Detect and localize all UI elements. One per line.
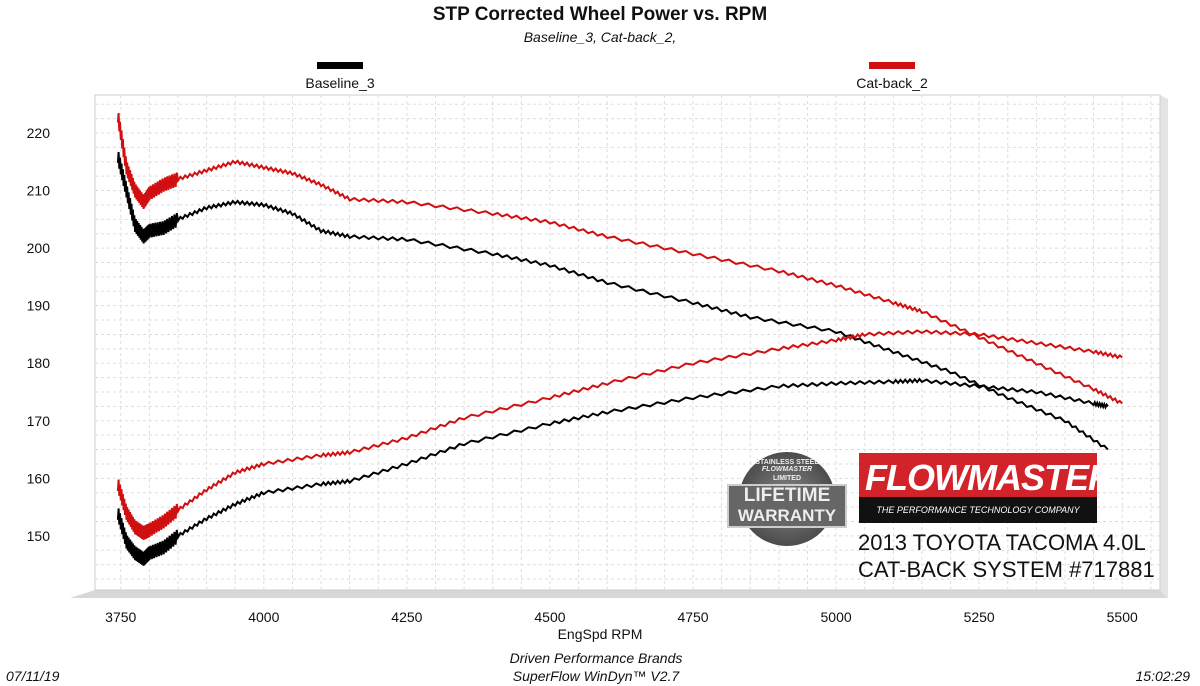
legend-swatch-catback (869, 62, 915, 69)
warranty-badge-logo: LIFETIME WARRANTY STAINLESS STEEL FLOWMA… (727, 452, 847, 546)
flowmaster-wordmark: FLOWMASTER (865, 457, 1114, 498)
series-line-baseline-3-0 (116, 151, 1109, 451)
warranty-limited: LIMITED (773, 475, 801, 482)
flowmaster-logo: FLOWMASTER THE PERFORMANCE TECHNOLOGY CO… (859, 453, 1114, 523)
footer-software: SuperFlow WinDyn™ V2.7 (512, 668, 680, 684)
series-line-cat-back-2-2 (116, 113, 1123, 405)
footer-time: 15:02:29 (1135, 668, 1191, 684)
warranty-line2: WARRANTY (737, 506, 837, 525)
y-tick-label: 210 (27, 183, 51, 199)
x-tick-label: 5000 (821, 609, 852, 625)
x-axis-label: EngSpd RPM (557, 626, 643, 642)
chart-title: STP Corrected Wheel Power vs. RPM (432, 4, 768, 25)
series-line-cat-back-2-3 (116, 329, 1123, 540)
x-tick-label: 5250 (964, 609, 995, 625)
x-tick-label: 4500 (534, 609, 565, 625)
part-annotation: CAT-BACK SYSTEM #717881 (858, 557, 1155, 582)
y-tick-label: 190 (27, 298, 51, 314)
footer-company: Driven Performance Brands (509, 650, 683, 666)
axis-floor (70, 590, 1168, 598)
x-tick-label: 4250 (391, 609, 422, 625)
x-tick-label: 3750 (105, 609, 136, 625)
y-tick-label: 220 (27, 125, 51, 141)
warranty-top: STAINLESS STEEL (755, 459, 819, 466)
y-tick-label: 160 (27, 470, 51, 486)
series-line-baseline-3-1 (116, 377, 1109, 566)
y-tick-label: 150 (27, 528, 51, 544)
x-tick-label: 5500 (1107, 609, 1138, 625)
y-tick-label: 170 (27, 413, 51, 429)
flowmaster-tagline: THE PERFORMANCE TECHNOLOGY COMPANY (876, 505, 1080, 515)
legend-label-baseline: Baseline_3 (305, 75, 375, 91)
x-tick-label: 4750 (677, 609, 708, 625)
y-tick-label: 180 (27, 355, 51, 371)
chart-subtitle: Baseline_3, Cat-back_2, (523, 29, 677, 45)
warranty-brand: FLOWMASTER (761, 466, 813, 473)
x-tick-label: 4000 (248, 609, 279, 625)
y-tick-label: 200 (27, 240, 51, 256)
legend-swatch-baseline (317, 62, 363, 69)
warranty-line1: LIFETIME (743, 485, 831, 506)
axis-side (1160, 95, 1168, 598)
vehicle-annotation: 2013 TOYOTA TACOMA 4.0L (858, 530, 1146, 555)
footer-date: 07/11/19 (6, 668, 60, 684)
legend-label-catback: Cat-back_2 (856, 75, 928, 91)
